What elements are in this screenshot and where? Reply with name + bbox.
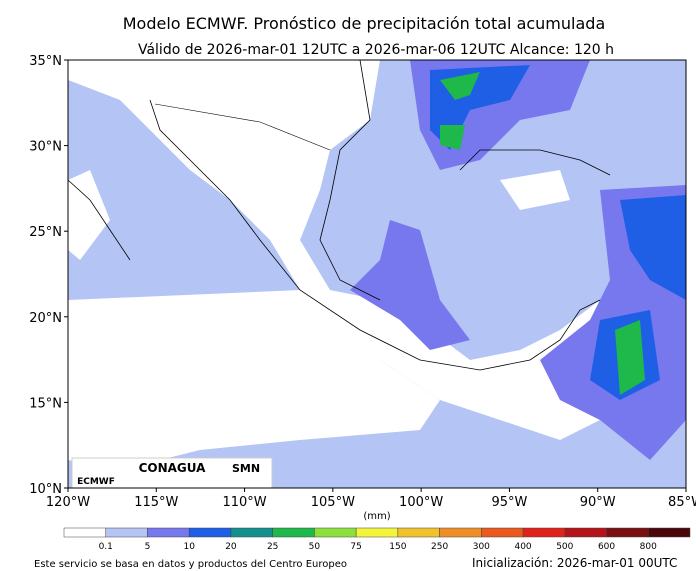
colorbar-swatch — [230, 527, 273, 538]
colorbar-swatch — [564, 527, 607, 538]
colorbar-label: 10 — [183, 542, 195, 552]
colorbar-swatch — [188, 527, 232, 538]
lat-label: 35°N — [29, 54, 62, 69]
map — [68, 60, 686, 488]
colorbar-label: 400 — [514, 542, 531, 552]
colorbar-swatch — [147, 527, 190, 538]
title: Modelo ECMWF. Pronóstico de precipitació… — [123, 14, 606, 33]
colorbar-swatch — [105, 527, 148, 538]
lat-label: 10°N — [29, 482, 62, 497]
colorbar-label: 20 — [225, 542, 237, 552]
colorbar-swatch — [314, 527, 357, 538]
logo-text: CONAGUA — [139, 461, 207, 475]
colorbar-swatch — [397, 527, 440, 538]
colorbar-label: 50 — [309, 542, 321, 552]
colorbar-swatch — [481, 527, 524, 538]
lon-label: 110°W — [222, 495, 266, 510]
colorbar-label: 5 — [145, 542, 151, 552]
colorbar-swatch — [63, 527, 106, 538]
colorbar-label: 150 — [389, 542, 406, 552]
colorbar-label: 250 — [431, 542, 448, 552]
lat-label: 15°N — [29, 396, 62, 411]
lon-label: 85°W — [668, 495, 696, 510]
colorbar-label: 800 — [640, 542, 657, 552]
colorbar-swatch — [606, 527, 649, 538]
colorbar-label: 25 — [267, 542, 278, 552]
colorbar-label: 500 — [556, 542, 573, 552]
lon-label: 90°W — [580, 495, 616, 510]
lat-label: 25°N — [29, 225, 62, 240]
colorbar-swatch — [355, 527, 399, 538]
lon-label: 115°W — [134, 495, 178, 510]
lon-label: 95°W — [491, 495, 527, 510]
logo-text: ECMWF — [77, 477, 115, 487]
colorbar-swatch — [648, 527, 691, 538]
colorbar-label: 600 — [598, 542, 615, 552]
subtitle: Válido de 2026-mar-01 12UTC a 2026-mar-0… — [138, 42, 614, 58]
colorbar-unit: (mm) — [363, 511, 390, 522]
footer-left: Este servicio se basa en datos y product… — [34, 559, 347, 570]
lon-label: 100°W — [399, 495, 443, 510]
lat-label: 30°N — [29, 140, 62, 155]
colorbar-label: 75 — [350, 542, 361, 552]
lon-label: 105°W — [311, 495, 355, 510]
logo-text: SMN — [232, 462, 260, 475]
colorbar-swatch — [272, 527, 315, 538]
lat-label: 20°N — [29, 311, 62, 326]
lon-label: 120°W — [46, 495, 90, 510]
colorbar-label: 300 — [473, 542, 490, 552]
colorbar-label: 0.1 — [99, 542, 113, 552]
colorbar-swatch — [522, 527, 566, 538]
colorbar-swatch — [439, 527, 482, 538]
footer-right: Inicialización: 2026-mar-01 00UTC — [472, 556, 677, 570]
